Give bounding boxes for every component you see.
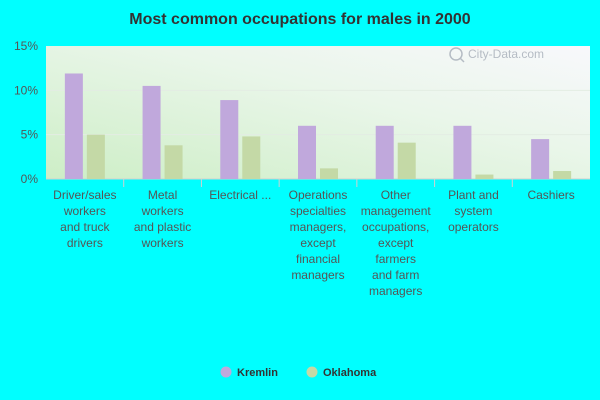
y-tick-label: 5% bbox=[21, 128, 39, 142]
y-tick-label: 15% bbox=[14, 39, 38, 53]
category-label-0: Driver/sales workers and truck drivers bbox=[53, 188, 116, 250]
bar-oklahoma-3[interactable] bbox=[320, 168, 338, 179]
legend: Kremlin Oklahoma bbox=[220, 366, 377, 379]
watermark-search-icon bbox=[449, 47, 463, 61]
watermark: City-Data.com bbox=[449, 47, 544, 63]
legend-label-kremlin: Kremlin bbox=[237, 367, 278, 379]
bar-oklahoma-6[interactable] bbox=[553, 171, 572, 179]
legend-label-oklahoma: Oklahoma bbox=[323, 367, 377, 379]
category-label-2: Electrical ... bbox=[209, 188, 271, 202]
bar-oklahoma-1[interactable] bbox=[164, 145, 183, 179]
legend-swatch-kremlin bbox=[220, 366, 232, 378]
bar-kremlin-3[interactable] bbox=[298, 125, 316, 179]
bar-oklahoma-5[interactable] bbox=[475, 174, 494, 179]
bar-oklahoma-2[interactable] bbox=[242, 136, 261, 179]
bar-kremlin-5[interactable] bbox=[453, 125, 472, 179]
watermark-text: City-Data.com bbox=[468, 47, 544, 61]
bars bbox=[64, 73, 572, 179]
bar-kremlin-0[interactable] bbox=[64, 73, 83, 179]
chart-title: Most common occupations for males in 200… bbox=[129, 11, 471, 28]
legend-swatch-oklahoma bbox=[306, 366, 318, 378]
bar-oklahoma-4[interactable] bbox=[397, 142, 416, 179]
category-label-4: Other management occupations, except farmers… bbox=[361, 188, 432, 298]
watermark-search-handle bbox=[459, 57, 465, 63]
bar-kremlin-4[interactable] bbox=[375, 125, 394, 179]
category-label-1: Metal workers and plastic workers bbox=[134, 188, 191, 250]
y-tick-label: 10% bbox=[14, 83, 38, 97]
x-axis-labels: Driver/sales workers and truck drivers Metal… bbox=[53, 188, 575, 298]
bar-kremlin-2[interactable] bbox=[220, 100, 239, 179]
category-label-6: Cashiers bbox=[527, 188, 574, 202]
plot-area bbox=[46, 46, 590, 179]
bar-kremlin-6[interactable] bbox=[531, 139, 550, 179]
y-tick-label: 0% bbox=[21, 172, 39, 186]
bar-oklahoma-0[interactable] bbox=[86, 134, 105, 179]
bar-kremlin-1[interactable] bbox=[142, 85, 161, 179]
category-label-5: Plant and system operators bbox=[448, 188, 499, 234]
y-axis: 0% 5% 10% 15% bbox=[14, 39, 590, 187]
category-label-3: Operations specialties managers, except fina… bbox=[289, 188, 348, 282]
gridlines bbox=[46, 89, 590, 136]
